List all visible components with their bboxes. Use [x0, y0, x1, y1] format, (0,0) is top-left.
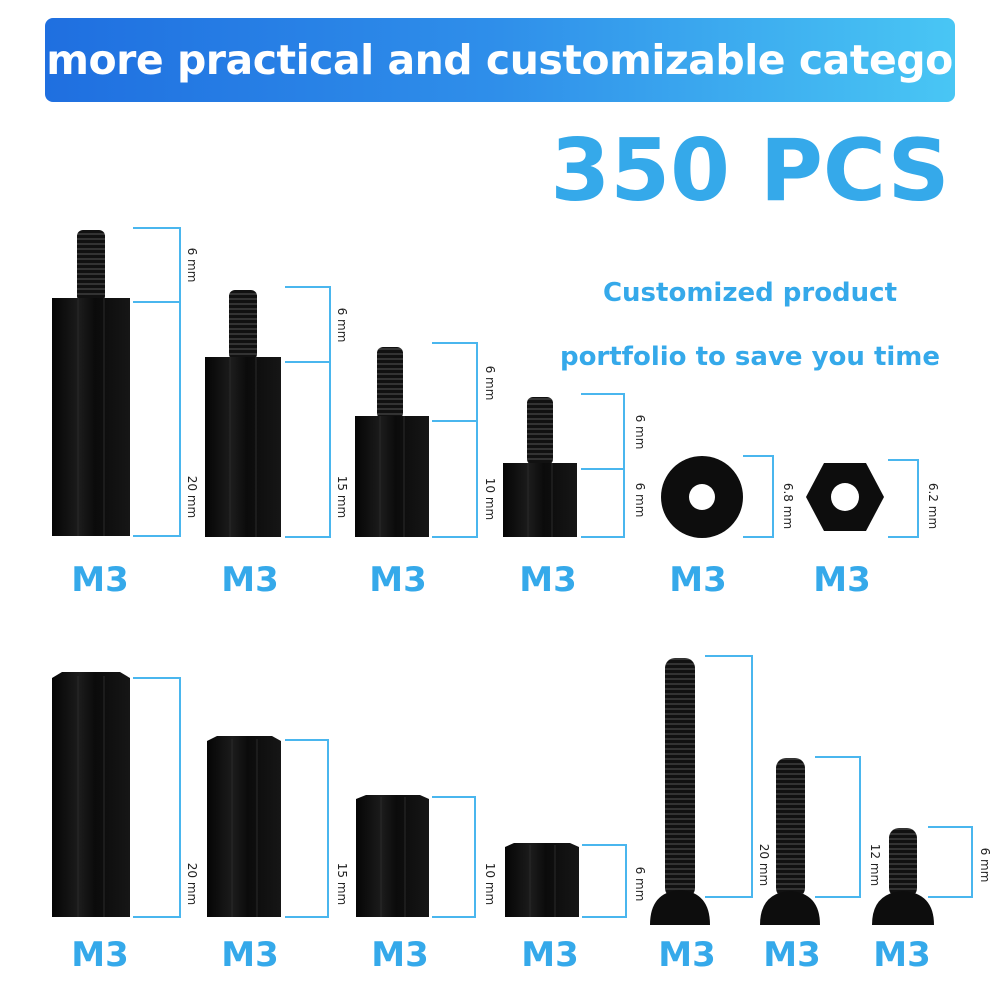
measure-guides-row1 — [133, 227, 919, 538]
washer — [661, 456, 743, 538]
standoff-6mm-female — [505, 843, 579, 917]
dim-standoff-20mm-body: 20 mm — [185, 475, 199, 519]
label-standoff-15mm-male: M3 — [221, 560, 279, 600]
standoff-15mm-male — [205, 290, 281, 537]
dim-standoff-20mm-thread: 6 mm — [185, 247, 199, 283]
dim-standoff-6mm-body: 6 mm — [633, 482, 647, 518]
standoff-10mm-male — [355, 347, 429, 537]
label-screw-6mm: M3 — [873, 935, 931, 975]
label-standoff-6mm-female: M3 — [521, 935, 579, 975]
header-title: A more practical and customizable catego… — [1, 36, 999, 84]
label-standoff-15mm-female: M3 — [221, 935, 279, 975]
dim-female-6mm: 6 mm — [633, 866, 647, 902]
label-standoff-6mm-male: M3 — [519, 560, 577, 600]
hex-nut — [806, 463, 884, 531]
dim-standoff-10mm-body: 10 mm — [483, 477, 497, 521]
measure-guides-row2 — [133, 655, 973, 918]
dim-standoff-15mm-body: 15 mm — [335, 475, 349, 519]
screw-6mm — [872, 828, 934, 925]
dim-female-10mm: 10 mm — [483, 862, 497, 906]
label-screw-12mm: M3 — [763, 935, 821, 975]
promo-line-2: portfolio to save you time — [559, 342, 941, 372]
standoff-20mm-female — [52, 672, 130, 917]
dim-washer: 6.8 mm — [781, 482, 795, 530]
label-hex-nut: M3 — [813, 560, 871, 600]
label-standoff-20mm-male: M3 — [71, 560, 129, 600]
dim-female-15mm: 15 mm — [335, 862, 349, 906]
dim-screw-20mm: 20 mm — [757, 843, 771, 887]
dim-screw-6mm: 6 mm — [978, 847, 992, 883]
label-standoff-20mm-female: M3 — [71, 935, 129, 975]
label-washer: M3 — [669, 560, 727, 600]
dim-screw-12mm: 12 mm — [868, 843, 882, 887]
standoff-15mm-female — [207, 736, 281, 917]
label-screw-20mm: M3 — [658, 935, 716, 975]
screw-12mm — [760, 758, 820, 925]
header-banner: A more practical and customizable catego… — [1, 18, 999, 102]
label-standoff-10mm-male: M3 — [369, 560, 427, 600]
dim-hex-nut: 6.2 mm — [926, 482, 940, 530]
standoff-20mm-male — [52, 230, 130, 536]
quantity-headline: 350 PCS — [550, 121, 950, 221]
dim-standoff-15mm-thread: 6 mm — [335, 307, 349, 343]
standoff-6mm-male — [503, 397, 577, 537]
label-standoff-10mm-female: M3 — [371, 935, 429, 975]
dim-female-20mm: 20 mm — [185, 862, 199, 906]
promo-line-1: Customized product — [602, 278, 898, 308]
screw-20mm — [650, 658, 710, 925]
dim-standoff-10mm-thread: 6 mm — [483, 365, 497, 401]
standoff-10mm-female — [356, 795, 429, 917]
